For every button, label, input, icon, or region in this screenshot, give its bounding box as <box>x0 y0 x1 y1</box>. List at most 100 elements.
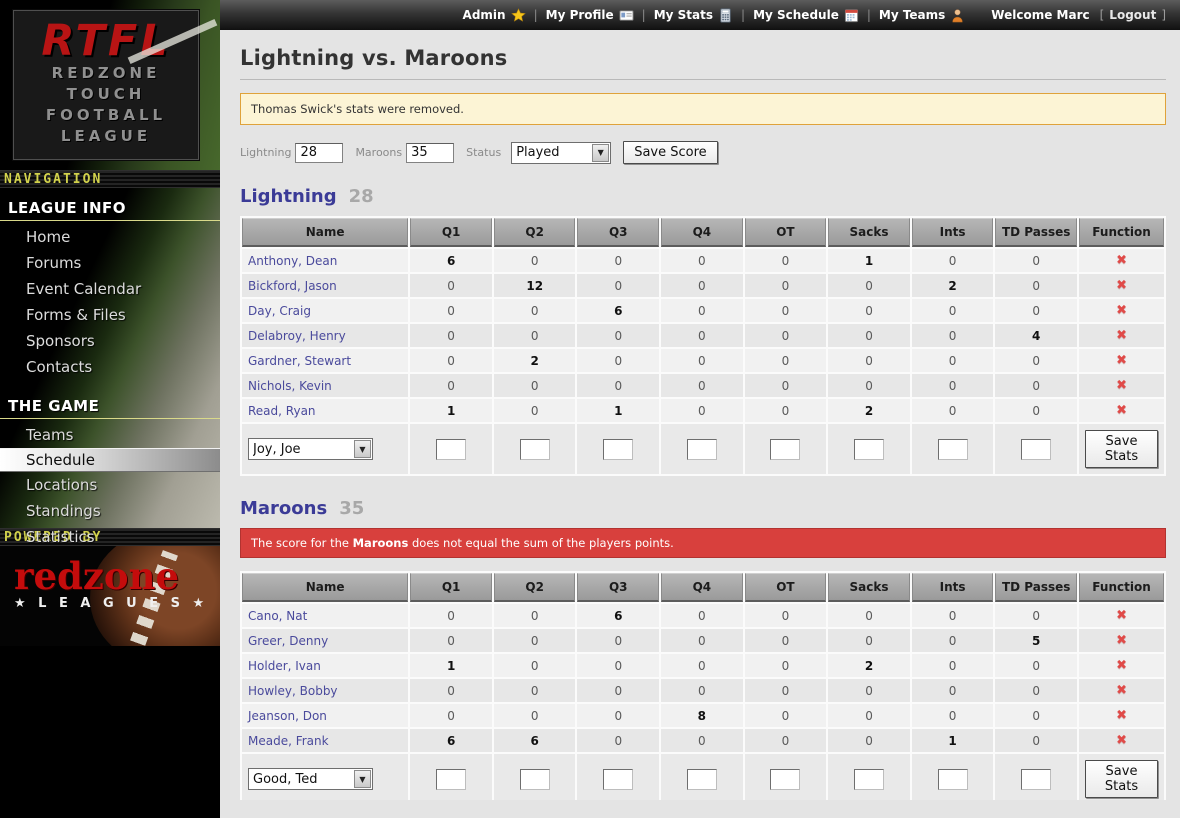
delete-icon[interactable]: ✖ <box>1116 353 1127 368</box>
player-name-link[interactable]: Delabroy, Henry <box>248 328 346 343</box>
stat-input[interactable] <box>854 438 884 460</box>
delete-icon[interactable]: ✖ <box>1116 658 1127 673</box>
sidebar-item-sponsors[interactable]: Sponsors <box>26 332 95 350</box>
sidebar-item-forms-files[interactable]: Forms & Files <box>26 306 126 324</box>
player-name-link[interactable]: Meade, Frank <box>248 733 329 748</box>
stat-input[interactable] <box>1021 438 1052 460</box>
player-name-link[interactable]: Holder, Ivan <box>248 658 321 673</box>
player-name-cell: Holder, Ivan <box>242 654 409 677</box>
sidebar-item-statistics[interactable]: Statistics <box>26 528 95 546</box>
menu-my-teams[interactable]: My Teams <box>879 8 965 23</box>
stat-input[interactable] <box>603 768 634 790</box>
status-select-wrap: Played <box>511 141 612 164</box>
stat-cell: 1 <box>911 729 994 752</box>
delete-icon[interactable]: ✖ <box>1116 328 1127 343</box>
menu-separator: | <box>641 8 646 22</box>
add-player-select[interactable]: Joy, Joe <box>248 438 373 460</box>
player-name-link[interactable]: Howley, Bobby <box>248 683 338 698</box>
save-stats-button[interactable]: Save Stats <box>1085 760 1158 798</box>
sidebar-item-home[interactable]: Home <box>26 228 71 246</box>
stat-input[interactable] <box>436 768 467 790</box>
sidebar-item-locations[interactable]: Locations <box>26 476 98 494</box>
stat-input[interactable] <box>519 768 550 790</box>
stat-cell: 0 <box>661 729 743 752</box>
away-score-input[interactable] <box>406 142 455 163</box>
player-name-link[interactable]: Gardner, Stewart <box>248 353 352 368</box>
menu-my-schedule[interactable]: My Schedule <box>753 8 859 23</box>
player-name-link[interactable]: Day, Craig <box>248 303 311 318</box>
stat-cell: 0 <box>911 654 994 677</box>
stat-cell: 0 <box>744 704 827 727</box>
rtfl-logo-line: FOOTBALL <box>45 106 167 124</box>
stat-input[interactable] <box>686 438 717 460</box>
delete-icon[interactable]: ✖ <box>1116 403 1127 418</box>
function-cell: ✖ <box>1079 704 1164 727</box>
sidebar-item-contacts[interactable]: Contacts <box>26 358 93 376</box>
menu-my-stats[interactable]: My Stats <box>654 7 733 23</box>
delete-icon[interactable]: ✖ <box>1116 708 1127 723</box>
delete-icon[interactable]: ✖ <box>1116 633 1127 648</box>
logout-link[interactable]: Logout <box>1109 8 1157 22</box>
menu-separator: | <box>866 8 871 22</box>
stat-cell: 0 <box>828 679 910 702</box>
sidebar-item-event-calendar[interactable]: Event Calendar <box>26 280 142 298</box>
delete-icon[interactable]: ✖ <box>1116 303 1127 318</box>
stat-cell: 0 <box>493 299 576 322</box>
player-name-link[interactable]: Greer, Denny <box>248 633 329 648</box>
stat-input-cell <box>661 754 743 800</box>
player-name-link[interactable]: Jeanson, Don <box>248 708 327 723</box>
save-score-button[interactable]: Save Score <box>623 141 718 164</box>
column-header: Function <box>1079 573 1164 602</box>
stat-input[interactable] <box>519 438 550 460</box>
delete-icon[interactable]: ✖ <box>1116 278 1127 293</box>
delete-icon[interactable]: ✖ <box>1116 253 1127 268</box>
stat-input[interactable] <box>436 438 467 460</box>
delete-icon[interactable]: ✖ <box>1116 378 1127 393</box>
sidebar-filler <box>0 646 220 818</box>
stat-input[interactable] <box>603 438 634 460</box>
stat-input[interactable] <box>686 768 717 790</box>
sidebar-item-standings[interactable]: Standings <box>26 502 101 520</box>
menu-my-profile[interactable]: My Profile <box>546 8 634 23</box>
stat-input[interactable] <box>770 438 801 460</box>
stat-cell: 0 <box>661 274 743 297</box>
stat-cell: 0 <box>995 729 1078 752</box>
page-title: Lightning vs. Maroons <box>240 46 1166 80</box>
player-name-cell: Greer, Denny <box>242 629 409 652</box>
away-score-label: Maroons <box>355 146 403 159</box>
sidebar-item-schedule[interactable]: Schedule <box>0 448 220 472</box>
logout-bracket: [ <box>1099 8 1105 22</box>
stat-cell: 0 <box>911 704 994 727</box>
player-name-link[interactable]: Read, Ryan <box>248 403 316 418</box>
stat-cell: 2 <box>911 274 994 297</box>
save-stats-button[interactable]: Save Stats <box>1085 430 1158 468</box>
stat-input[interactable] <box>770 768 801 790</box>
table-row: Anthony, Dean 6 0 0 0 0 1 0 0 ✖ <box>242 249 1164 272</box>
stat-cell: 0 <box>661 349 743 372</box>
column-header: Q4 <box>661 573 743 602</box>
stat-input[interactable] <box>1021 768 1052 790</box>
home-score-input[interactable] <box>295 142 344 163</box>
stat-input[interactable] <box>937 768 968 790</box>
stat-cell: 2 <box>828 654 910 677</box>
stat-input[interactable] <box>937 438 968 460</box>
menu-admin[interactable]: Admin <box>463 7 526 23</box>
column-header: Q1 <box>410 218 492 247</box>
player-name-link[interactable]: Nichols, Kevin <box>248 378 332 393</box>
player-name-link[interactable]: Cano, Nat <box>248 608 308 623</box>
delete-icon[interactable]: ✖ <box>1116 733 1127 748</box>
delete-icon[interactable]: ✖ <box>1116 608 1127 623</box>
stat-cell: 0 <box>661 299 743 322</box>
stat-input[interactable] <box>854 768 884 790</box>
delete-icon[interactable]: ✖ <box>1116 683 1127 698</box>
sidebar-item-forums[interactable]: Forums <box>26 254 82 272</box>
stat-cell: 0 <box>493 374 576 397</box>
menu-my-schedule-label: My Schedule <box>753 8 839 22</box>
stat-cell: 0 <box>493 629 576 652</box>
sidebar-item-teams[interactable]: Teams <box>26 426 74 444</box>
player-name-link[interactable]: Bickford, Jason <box>248 278 337 293</box>
status-select[interactable]: Played <box>511 141 612 164</box>
add-player-select[interactable]: Good, Ted <box>248 768 373 790</box>
player-name-link[interactable]: Anthony, Dean <box>248 253 338 268</box>
stat-cell: 0 <box>744 274 827 297</box>
